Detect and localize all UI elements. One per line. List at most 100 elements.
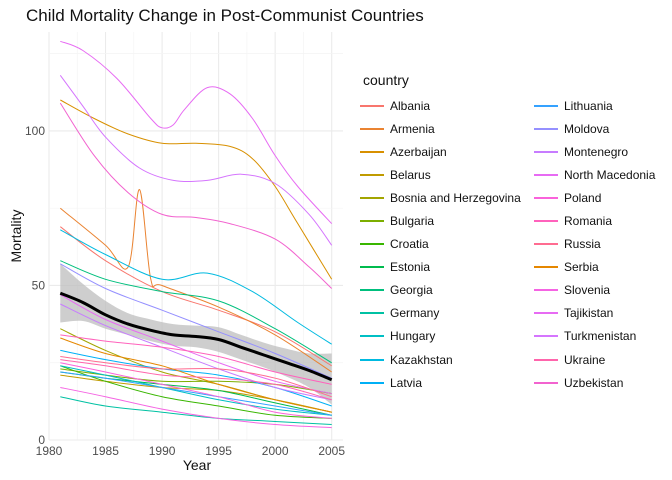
series-line-uzbekistan <box>59 102 333 289</box>
series-line-ukraine <box>60 359 332 401</box>
tick-labels: 1980 1985 1990 1995 2000 2005 0 50 100 <box>25 124 345 458</box>
x-tick-label: 1995 <box>205 444 232 458</box>
legend-label: Moldova <box>564 121 610 136</box>
legend-label: Bulgaria <box>390 214 435 229</box>
legend-key <box>360 150 384 153</box>
series-lines <box>59 40 333 429</box>
legend-key <box>360 243 384 246</box>
x-tick-label: 2005 <box>318 444 345 458</box>
legend-key <box>534 196 558 199</box>
series-line-germany <box>60 396 332 425</box>
series-line-poland <box>60 362 332 419</box>
legend-label: Albania <box>390 98 431 113</box>
smooth-trend-line <box>59 291 333 382</box>
legend-label: Ukraine <box>564 352 606 367</box>
legend-item-turkmenistan: Turkmenistan <box>534 325 672 348</box>
legend-label: Lithuania <box>564 98 613 113</box>
legend-key <box>534 312 558 315</box>
legend-key <box>534 381 558 384</box>
series-line-serbia <box>60 337 332 413</box>
series-line-croatia <box>60 365 332 419</box>
legend-columns: Albania Armenia Azerbaijan Belarus Bosnia an… <box>360 94 672 394</box>
series-line-georgia <box>60 260 332 364</box>
legend-label: Montenegro <box>564 144 629 159</box>
y-tick-label: 100 <box>25 124 45 138</box>
series-line-slovenia <box>60 387 332 429</box>
series-line-montenegro <box>60 303 332 401</box>
legend-label: Uzbekistan <box>564 375 624 390</box>
legend-item-ukraine: Ukraine <box>534 348 672 371</box>
smooth-line <box>59 291 333 382</box>
legend-label: Germany <box>390 306 440 321</box>
legend-label: Bosnia and Herzegovina <box>390 190 521 205</box>
legend-item-serbia: Serbia <box>534 256 672 279</box>
series-line-tajikistan <box>60 40 333 224</box>
series-line-turkmenistan <box>59 75 333 246</box>
legend-column: Albania Armenia Azerbaijan Belarus Bosnia an… <box>360 94 534 394</box>
legend-label: Russia <box>564 237 601 252</box>
legend-item-kazakhstan: Kazakhstan <box>360 348 534 371</box>
legend-item-tajikistan: Tajikistan <box>534 302 672 325</box>
legend-key <box>534 104 558 107</box>
legend-key <box>534 266 558 269</box>
x-tick-label: 1990 <box>149 444 176 458</box>
legend-label: Poland <box>564 190 602 205</box>
legend-item-georgia: Georgia <box>360 279 534 302</box>
legend-key <box>534 243 558 246</box>
x-axis-title: Year <box>183 457 212 473</box>
legend-label: Turkmenistan <box>564 329 637 344</box>
legend-key <box>360 358 384 361</box>
chart-title: Child Mortality Change in Post-Communist… <box>26 6 424 25</box>
legend-label: Hungary <box>390 329 436 344</box>
legend-item-montenegro: Montenegro <box>534 140 672 163</box>
legend-item-slovenia: Slovenia <box>534 279 672 302</box>
series-line-albania <box>59 226 332 367</box>
legend-key <box>360 173 384 176</box>
legend-label: Armenia <box>390 121 435 136</box>
legend-label: Azerbaijan <box>390 144 447 159</box>
legend-key <box>534 358 558 361</box>
legend: country Albania Armenia Azerbaijan Belarus B… <box>360 72 672 394</box>
legend-item-lithuania: Lithuania <box>534 94 672 117</box>
series-line-lithuania <box>60 371 332 416</box>
y-axis-title: Mortality <box>8 210 24 263</box>
legend-item-uzbekistan: Uzbekistan <box>534 371 672 394</box>
legend-key <box>534 335 558 338</box>
series-line-moldova <box>60 263 332 379</box>
legend-item-albania: Albania <box>360 94 534 117</box>
legend-item-armenia: Armenia <box>360 117 534 140</box>
legend-key <box>360 289 384 292</box>
legend-column: Lithuania Moldova Montenegro North Macedoni… <box>534 94 672 394</box>
legend-key <box>360 381 384 384</box>
y-tick-label: 0 <box>38 433 45 447</box>
legend-item-latvia: Latvia <box>360 371 534 394</box>
legend-key <box>360 104 384 107</box>
legend-label: Romania <box>564 214 613 229</box>
legend-label: Kazakhstan <box>390 352 453 367</box>
legend-label: Georgia <box>390 283 433 298</box>
x-tick-label: 1980 <box>36 444 63 458</box>
legend-title: country <box>363 72 409 88</box>
legend-item-hungary: Hungary <box>360 325 534 348</box>
legend-item-bosnia-and-herzegovina: Bosnia and Herzegovina <box>360 186 534 209</box>
legend-item-bulgaria: Bulgaria <box>360 209 534 232</box>
series-line-kazakhstan <box>60 229 332 345</box>
legend-item-romania: Romania <box>534 209 672 232</box>
legend-item-moldova: Moldova <box>534 117 672 140</box>
legend-item-belarus: Belarus <box>360 163 534 186</box>
legend-label: Tajikistan <box>564 306 614 321</box>
legend-item-croatia: Croatia <box>360 233 534 256</box>
series-line-azerbaijan <box>60 99 333 280</box>
x-tick-label: 2000 <box>262 444 289 458</box>
legend-key <box>360 312 384 315</box>
legend-label: Estonia <box>390 260 431 275</box>
y-tick-label: 50 <box>32 278 46 292</box>
x-tick-label: 1985 <box>92 444 119 458</box>
legend-item-north-macedonia: North Macedonia <box>534 163 672 186</box>
series-line-russia <box>60 356 332 398</box>
legend-key <box>534 289 558 292</box>
legend-label: North Macedonia <box>564 167 656 182</box>
smooth-confidence-band <box>60 263 332 405</box>
legend-item-russia: Russia <box>534 233 672 256</box>
legend-item-estonia: Estonia <box>360 256 534 279</box>
